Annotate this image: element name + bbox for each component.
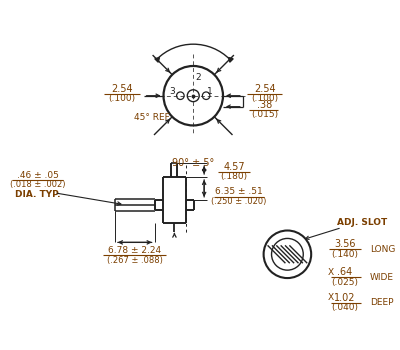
Text: (.180): (.180) <box>220 173 248 182</box>
Text: (.100): (.100) <box>251 94 278 103</box>
Text: 6.78 ± 2.24: 6.78 ± 2.24 <box>108 246 161 255</box>
Text: (.025): (.025) <box>331 278 358 287</box>
Text: DIA. TYP.: DIA. TYP. <box>15 190 60 199</box>
Text: 45° REF.: 45° REF. <box>134 113 171 122</box>
Text: 2.54: 2.54 <box>254 84 276 94</box>
Text: 1: 1 <box>207 87 213 96</box>
Text: (.100): (.100) <box>108 94 136 103</box>
Text: 90° ± 5°: 90° ± 5° <box>172 158 214 168</box>
Text: 4.57: 4.57 <box>223 162 245 172</box>
Text: .64: .64 <box>337 267 352 277</box>
Text: X: X <box>328 268 334 276</box>
Text: (.018 ± .002): (.018 ± .002) <box>10 180 66 189</box>
Text: (.250 ± .020): (.250 ± .020) <box>211 197 266 206</box>
Text: (.015): (.015) <box>251 110 278 119</box>
Text: LONG: LONG <box>370 245 395 254</box>
Text: 1.02: 1.02 <box>334 293 356 303</box>
Text: (.267 ± .088): (.267 ± .088) <box>107 256 163 265</box>
Text: (.140): (.140) <box>331 250 358 259</box>
Text: WIDE: WIDE <box>370 273 394 282</box>
Text: .38: .38 <box>257 100 272 110</box>
Text: DEEP: DEEP <box>370 298 393 307</box>
Text: 2.54: 2.54 <box>111 84 133 94</box>
Text: (.040): (.040) <box>331 303 358 312</box>
Text: .46 ± .05: .46 ± .05 <box>17 170 58 180</box>
Text: 3: 3 <box>170 87 176 96</box>
Text: 3.56: 3.56 <box>334 239 356 249</box>
Text: X: X <box>328 293 334 302</box>
Text: 6.35 ± .51: 6.35 ± .51 <box>215 187 263 196</box>
Text: 2: 2 <box>195 74 201 82</box>
Text: ADJ. SLOT: ADJ. SLOT <box>337 218 387 227</box>
